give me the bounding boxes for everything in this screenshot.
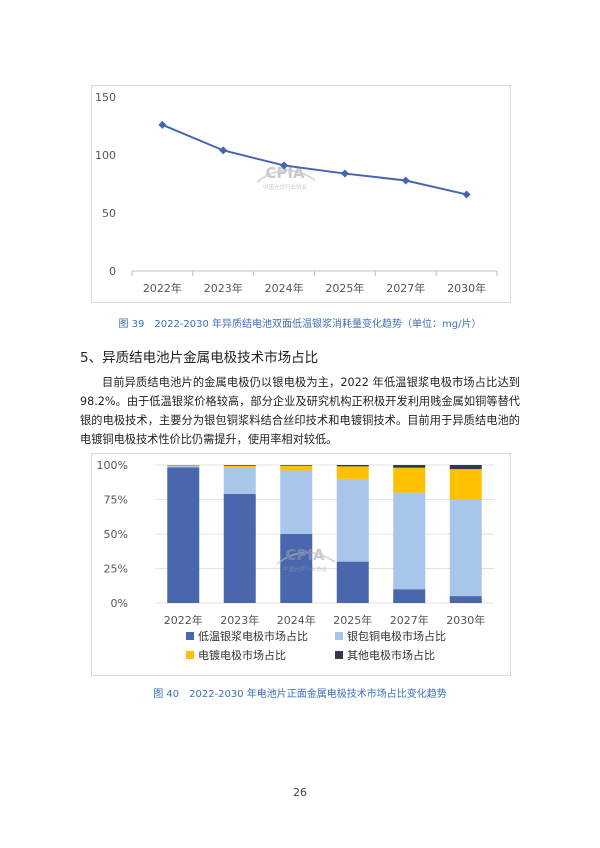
legend-label: 低温银浆电极市场占比 [198,629,308,643]
watermark-text: CPIA [285,546,325,564]
bar-segment [280,465,313,466]
y-tick-label: 150 [95,91,116,104]
x-tick-label: 2027年 [386,281,425,295]
data-point-marker [219,146,228,155]
data-point-marker [462,190,471,199]
bar-segment [336,466,369,479]
bar-segment [336,465,369,467]
x-tick-label: 2025年 [333,613,372,627]
legend-swatch [335,632,343,640]
bar-segment [393,589,426,603]
bar-segment [336,478,369,562]
y-tick-label: 50% [104,528,128,541]
data-point-marker [401,176,410,185]
stacked-bar-chart-container: 0% 25% 50% 75% 100% 2022年 2023年 2024年 2025年 2027年… [91,453,511,676]
bar-segment [167,465,200,468]
stacked-bar-chart: 0% 25% 50% 75% 100% 2022年 2023年 2024年 2025年 2027年… [97,459,494,662]
bar-segment [280,465,313,471]
x-tick-label: 2030年 [446,613,485,627]
bar-segment [449,469,482,500]
bar-segment [393,492,426,590]
x-tick-label: 2022年 [164,613,203,627]
bar-segment [393,467,426,493]
watermark-subtext: 中国光伏行业协会 [263,183,308,191]
line-chart: 0 50 100 150 2022年 2023年 2024年 2025年 2027年 2030年 C… [95,91,498,295]
watermark-arc [276,551,336,565]
y-tick-label: 50 [102,207,116,220]
bar-segment [223,465,256,468]
data-point-marker [280,161,289,170]
section-heading: 5、异质结电池片金属电极技术市场占比 [80,350,319,366]
bar-segment [449,465,482,470]
bar-segment [280,534,313,603]
x-tick-label: 2024年 [265,281,304,295]
legend-label: 其他电极市场占比 [347,648,435,662]
series-line [162,123,467,196]
bar-segment [223,467,256,494]
bar-segment [280,470,313,534]
watermark-subtext: 中国光伏行业协会 [283,565,328,573]
bar-segment [449,499,482,597]
page-number: 26 [293,786,307,799]
bar-segment [449,596,482,603]
data-point-marker [158,120,167,129]
x-tick-label: 2030年 [447,281,486,295]
bar-segment [167,467,200,603]
y-tick-label: 100 [95,149,116,162]
watermark-arc [256,169,316,183]
y-tick-label: 0 [109,265,116,278]
watermark-text: CPIA [265,164,305,182]
x-tick-label: 2022年 [143,281,182,295]
legend-swatch [335,651,343,659]
legend-swatch [186,632,194,640]
y-tick-label: 75% [104,494,128,507]
figure-40-caption: 图 40 2022-2030 年电池片正面金属电极技术市场占比变化趋势 [153,689,447,700]
bar-segment [393,465,426,468]
bar-segment [336,561,369,603]
body-paragraph: 目前异质结电池片的金属电极仍以银电极为主，2022 年低温银浆电极市场占比达到 … [80,376,520,446]
figure-39-caption: 图 39 2022-2030 年异质结电池双面低温银浆消耗量变化趋势（单位：mg… [118,319,482,330]
bar-segment [223,465,256,466]
y-tick-label: 0% [111,597,128,610]
legend-label: 电镀电极市场占比 [198,648,286,662]
x-tick-label: 2023年 [204,281,243,295]
bar-segment [223,493,256,603]
legend-label: 银包铜电极市场占比 [347,629,446,643]
data-point-marker [340,169,349,178]
y-tick-label: 25% [104,563,128,576]
legend-swatch [186,651,194,659]
line-chart-container: 0 50 100 150 2022年 2023年 2024年 2025年 2027年 2030年 C… [91,85,511,303]
x-tick-label: 2027年 [390,613,429,627]
x-tick-label: 2025年 [325,281,364,295]
x-tick-label: 2023年 [220,613,259,627]
x-tick-label: 2024年 [277,613,316,627]
y-tick-label: 100% [97,459,128,472]
